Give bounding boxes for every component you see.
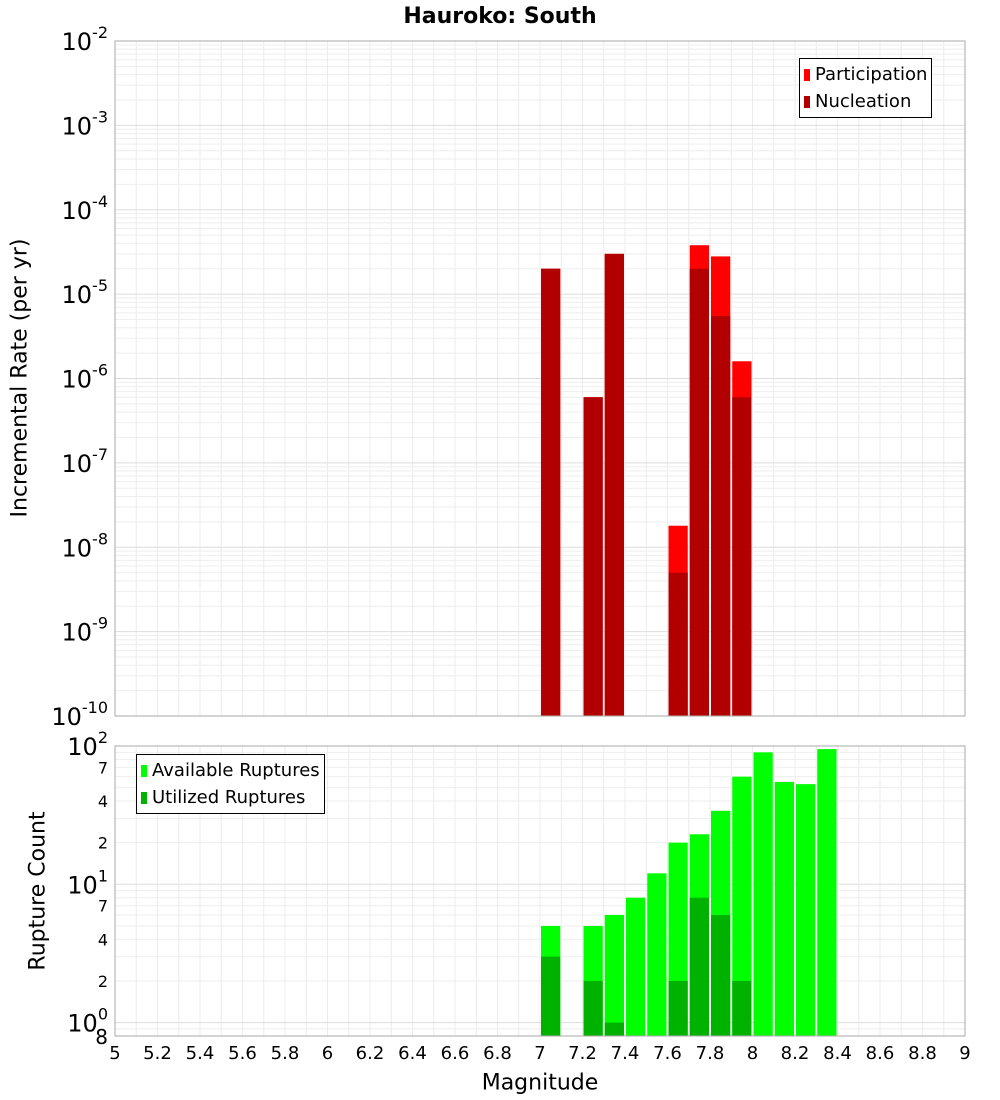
y-tick-label: 10-4 (62, 192, 109, 225)
nucleation-bar (668, 572, 688, 716)
x-tick-label: 7.2 (568, 1043, 597, 1064)
y-tick-label: 7 (98, 897, 108, 916)
x-tick-label: 7.6 (653, 1043, 682, 1064)
nucleation-bar (732, 397, 752, 716)
bottom-bars (541, 749, 837, 1036)
y-tick-label: 4 (98, 792, 108, 811)
available-ruptures-bar (774, 781, 794, 1036)
utilized-ruptures-bar (689, 897, 709, 1036)
available-ruptures-bar (753, 752, 773, 1036)
top-legend: Participation Nucleation (799, 58, 933, 118)
x-tick-label: 6.6 (441, 1043, 470, 1064)
utilized-ruptures-bar (583, 980, 603, 1036)
nucleation-bar (541, 268, 561, 716)
utilized-ruptures-bar (541, 956, 561, 1036)
y-tick-label: 102 (67, 728, 108, 761)
y-tick-label: 4 (98, 930, 108, 949)
y-tick-label: 101 (67, 866, 108, 899)
nucleation-bar (689, 268, 709, 716)
utilized-swatch (141, 791, 147, 804)
x-tick-label: 8.2 (781, 1043, 810, 1064)
y-tick-label: 8 (95, 1025, 108, 1049)
x-tick-label: 8 (747, 1043, 758, 1064)
top-y-ticks: 10-10 10-9 10-8 10-7 10-6 10-5 10-4 10-3 10-2 (51, 23, 108, 731)
x-tick-label: 6 (322, 1043, 333, 1064)
x-tick-label: 8.8 (908, 1043, 937, 1064)
available-ruptures-bar (626, 897, 646, 1036)
y-tick-label: 10-3 (62, 107, 109, 140)
x-tick-label: 6.8 (483, 1043, 512, 1064)
x-ticks: 5 5.2 5.4 5.6 5.8 6 6.2 6.4 6.6 6.8 7 7.2 7.4 7.6 7.8 8… (109, 1043, 970, 1064)
x-tick-label: 5 (109, 1043, 120, 1064)
x-tick-label: 9 (959, 1043, 970, 1064)
y-tick-label: 10-10 (51, 698, 108, 731)
available-ruptures-bar (647, 873, 667, 1036)
y-tick-label: 100 (67, 1005, 108, 1038)
legend-item-utilized: Utilized Ruptures (141, 784, 320, 811)
x-axis-label: Magnitude (481, 1070, 599, 1096)
x-tick-label: 6.2 (356, 1043, 385, 1064)
x-tick-label: 7 (534, 1043, 545, 1064)
legend-item-nucleation: Nucleation (804, 88, 927, 115)
available-ruptures-bar (732, 776, 752, 1036)
available-ruptures-bar (796, 784, 816, 1036)
x-tick-label: 8.4 (823, 1043, 852, 1064)
y-tick-label: 10-9 (62, 614, 109, 647)
top-plot-frame (114, 40, 966, 717)
top-bars (541, 245, 752, 717)
available-swatch (141, 764, 147, 777)
y-tick-label: 7 (98, 758, 108, 777)
y-tick-label: 10-5 (62, 276, 109, 309)
chart-title: Hauroko: South (403, 4, 597, 29)
x-tick-label: 8.6 (866, 1043, 895, 1064)
y-tick-label: 10-7 (62, 445, 109, 478)
x-tick-label: 7.8 (696, 1043, 725, 1064)
utilized-ruptures-bar (732, 980, 752, 1036)
participation-swatch (804, 68, 810, 81)
x-tick-label: 5.4 (186, 1043, 215, 1064)
nucleation-bar (604, 253, 624, 716)
utilized-ruptures-bar (668, 980, 688, 1036)
top-gridlines (114, 40, 966, 717)
y-tick-label: 10-8 (62, 529, 109, 562)
utilized-ruptures-bar (604, 1022, 624, 1036)
y-tick-label: 2 (98, 972, 108, 991)
legend-label: Nucleation (815, 91, 912, 112)
x-tick-label: 5.8 (271, 1043, 300, 1064)
x-tick-label: 5.6 (228, 1043, 257, 1064)
legend-label: Utilized Ruptures (152, 787, 306, 808)
legend-label: Available Ruptures (152, 760, 320, 781)
y-tick-label: 2 (98, 834, 108, 853)
available-ruptures-bar (604, 914, 624, 1036)
y-tick-label: 10-6 (62, 361, 109, 394)
nucleation-swatch (804, 95, 810, 108)
x-tick-label: 5.2 (143, 1043, 172, 1064)
y-tick-label: 10-2 (62, 23, 109, 56)
available-ruptures-bar (817, 749, 837, 1036)
legend-item-available: Available Ruptures (141, 757, 320, 784)
nucleation-bar (711, 316, 731, 716)
legend-item-participation: Participation (804, 61, 927, 88)
legend-label: Participation (815, 64, 928, 85)
x-tick-label: 7.4 (611, 1043, 640, 1064)
utilized-ruptures-bar (711, 914, 731, 1036)
x-tick-label: 6.4 (398, 1043, 427, 1064)
bottom-plot-frame (114, 745, 966, 1037)
bottom-legend: Available Ruptures Utilized Ruptures (136, 754, 325, 814)
nucleation-bar (583, 397, 603, 716)
